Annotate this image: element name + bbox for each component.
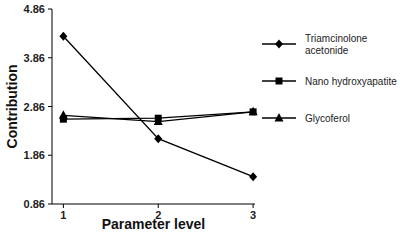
x-tick xyxy=(253,204,254,208)
data-point xyxy=(59,32,67,41)
data-point xyxy=(249,172,257,181)
y-tick-label: 2.86 xyxy=(24,101,45,113)
legend-line: Triamcinolone xyxy=(305,33,368,44)
legend-marker xyxy=(275,40,283,49)
legend-label: Glycoferol xyxy=(305,113,350,124)
y-tick-label: 3.86 xyxy=(24,52,45,64)
x-tick-label: 1 xyxy=(60,209,66,221)
data-point xyxy=(59,110,68,119)
y-tick xyxy=(48,106,52,107)
chart: 0.861.862.863.864.86123Parameter levelCo… xyxy=(0,0,400,233)
x-axis-label: Parameter level xyxy=(102,216,206,232)
y-tick xyxy=(48,57,52,58)
legend-line: Glycoferol xyxy=(305,113,350,124)
y-axis-label: Contribution xyxy=(4,65,20,149)
legend-line: Nano hydroxyapatite xyxy=(305,76,397,87)
data-point xyxy=(154,117,163,126)
y-tick xyxy=(48,155,52,156)
y-tick-label: 4.86 xyxy=(24,3,45,15)
legend-marker xyxy=(275,113,284,122)
legend-label: Triamcinoloneacetonide xyxy=(305,33,368,56)
x-tick xyxy=(63,204,64,208)
x-tick xyxy=(158,204,159,208)
y-tick-label: 0.86 xyxy=(24,198,45,210)
legend-marker xyxy=(276,78,283,85)
legend-label: Nano hydroxyapatite xyxy=(305,76,397,87)
x-tick-label: 3 xyxy=(250,209,256,221)
series-line xyxy=(63,36,253,176)
plot-area xyxy=(59,32,258,181)
legend-line: acetonide xyxy=(305,45,349,56)
y-tick-label: 1.86 xyxy=(24,149,45,161)
y-tick xyxy=(48,204,52,205)
x-axis xyxy=(52,204,255,205)
data-point xyxy=(249,107,258,116)
data-point xyxy=(154,134,162,143)
y-tick xyxy=(48,9,52,10)
